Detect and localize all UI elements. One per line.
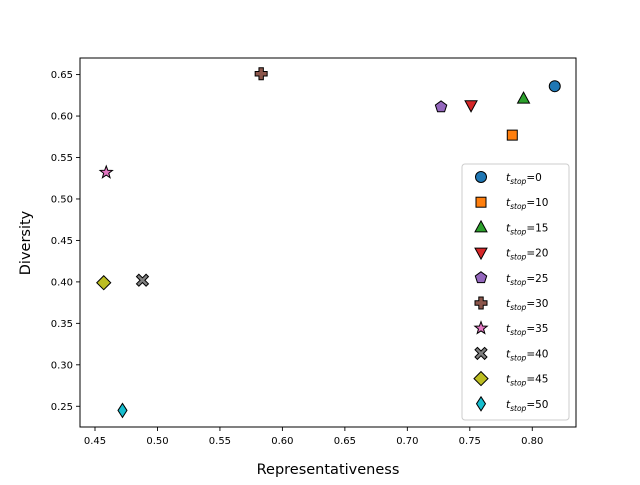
legend-marker-8 bbox=[473, 370, 489, 387]
data-point-1 bbox=[506, 129, 518, 141]
legend-marker-3 bbox=[474, 247, 488, 261]
y-tick-label-5: 0.50 bbox=[51, 195, 73, 206]
y-tick-label-3: 0.40 bbox=[51, 277, 73, 288]
x-tick-label-4: 0.65 bbox=[334, 436, 356, 447]
plot-area-frame bbox=[79, 57, 577, 428]
data-point-7 bbox=[135, 273, 150, 287]
legend-entry-0: tstop=0 bbox=[506, 172, 542, 186]
data-point-5 bbox=[254, 67, 268, 81]
legend-box bbox=[461, 163, 570, 421]
legend-marker-1 bbox=[475, 196, 487, 208]
legend-marker-9 bbox=[475, 395, 487, 412]
legend-entry-5: tstop=30 bbox=[506, 298, 549, 312]
x-tick-label-6: 0.75 bbox=[459, 436, 481, 447]
legend-entry-3: tstop=20 bbox=[506, 248, 549, 262]
y-tick-label-0: 0.25 bbox=[51, 402, 73, 413]
data-point-9 bbox=[117, 402, 128, 419]
data-point-0 bbox=[548, 80, 561, 93]
x-axis-title: Representativeness bbox=[257, 462, 400, 478]
legend-marker-0 bbox=[475, 171, 487, 183]
x-tick-label-3: 0.60 bbox=[271, 436, 293, 447]
y-tick-label-8: 0.65 bbox=[51, 70, 73, 81]
y-axis-title: Diversity bbox=[18, 210, 34, 275]
data-point-8 bbox=[96, 275, 112, 291]
data-point-6 bbox=[98, 164, 114, 179]
x-tick-label-0: 0.45 bbox=[84, 436, 106, 447]
y-tick-label-4: 0.45 bbox=[51, 236, 73, 247]
y-tick-label-1: 0.30 bbox=[51, 360, 73, 371]
legend: tstop=0 tstop=10 tstop=15 tstop=20 tstop=25 t… bbox=[461, 163, 570, 421]
x-tick-label-5: 0.70 bbox=[396, 436, 418, 447]
y-tick-label-6: 0.55 bbox=[51, 153, 73, 164]
legend-marker-7 bbox=[474, 346, 488, 361]
y-tick-label-7: 0.60 bbox=[51, 112, 73, 123]
legend-marker-4 bbox=[474, 271, 488, 284]
data-point-4 bbox=[434, 100, 448, 113]
legend-marker-6 bbox=[473, 320, 489, 335]
data-point-2 bbox=[516, 91, 531, 104]
legend-entry-4: tstop=25 bbox=[506, 273, 549, 287]
x-tick-label-2: 0.55 bbox=[209, 436, 231, 447]
legend-entry-2: tstop=15 bbox=[506, 222, 549, 236]
data-point-3 bbox=[464, 100, 478, 113]
legend-entry-6: tstop=35 bbox=[506, 323, 549, 337]
y-tick-label-2: 0.35 bbox=[51, 319, 73, 330]
legend-marker-2 bbox=[474, 219, 488, 233]
legend-marker-5 bbox=[474, 296, 488, 310]
x-tick-label-1: 0.50 bbox=[146, 436, 168, 447]
x-tick-label-7: 0.80 bbox=[521, 436, 543, 447]
legend-entry-1: tstop=10 bbox=[506, 197, 549, 211]
legend-entry-7: tstop=40 bbox=[506, 348, 549, 362]
legend-entry-8: tstop=45 bbox=[506, 374, 549, 388]
legend-entry-9: tstop=50 bbox=[506, 399, 549, 413]
